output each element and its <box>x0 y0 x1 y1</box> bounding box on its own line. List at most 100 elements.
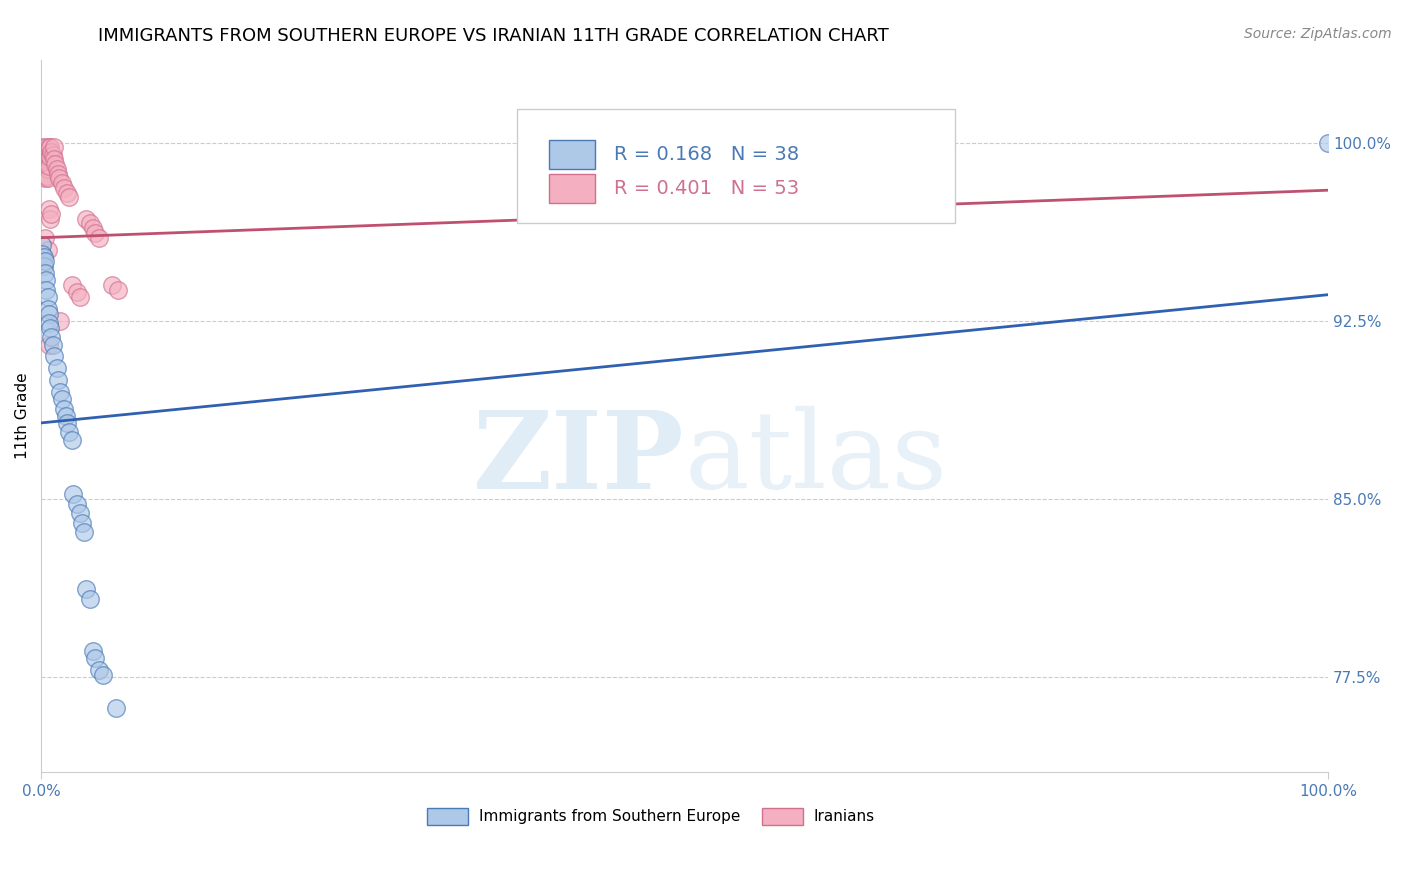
Point <box>45 361 67 376</box>
Bar <box>550 174 595 202</box>
Point <box>82 644 104 658</box>
Point <box>32 160 55 174</box>
Point <box>37 143 59 157</box>
Point <box>34 230 56 244</box>
Point <box>34 254 56 268</box>
Point <box>34 171 56 186</box>
Point <box>66 497 89 511</box>
Point <box>55 409 77 423</box>
Point <box>35 169 58 183</box>
Point <box>31 154 53 169</box>
Point <box>42 140 65 154</box>
Text: Source: ZipAtlas.com: Source: ZipAtlas.com <box>1244 27 1392 41</box>
Point <box>75 582 97 596</box>
Point <box>41 207 63 221</box>
Point <box>37 290 59 304</box>
Point <box>48 171 70 186</box>
Point <box>72 516 94 530</box>
Point <box>38 140 60 154</box>
Point <box>34 164 56 178</box>
Point <box>51 392 73 406</box>
FancyBboxPatch shape <box>517 110 955 223</box>
Point <box>39 211 62 226</box>
Point <box>53 181 76 195</box>
Point <box>37 243 59 257</box>
Point <box>107 283 129 297</box>
Point <box>34 150 56 164</box>
Point <box>35 283 58 297</box>
Point <box>41 337 63 351</box>
Point <box>35 160 58 174</box>
Point <box>84 226 107 240</box>
Bar <box>762 807 803 825</box>
Point <box>69 290 91 304</box>
Point <box>56 186 79 200</box>
Text: R = 0.168   N = 38: R = 0.168 N = 38 <box>614 145 799 164</box>
Point <box>75 211 97 226</box>
Point <box>46 373 69 387</box>
Point <box>31 147 53 161</box>
Point <box>32 250 55 264</box>
Point <box>37 153 59 167</box>
Point <box>32 259 55 273</box>
Text: R = 0.401   N = 53: R = 0.401 N = 53 <box>614 179 799 198</box>
Point <box>49 385 72 400</box>
Point <box>69 506 91 520</box>
Point <box>31 237 53 252</box>
Point <box>53 401 76 416</box>
Y-axis label: 11th Grade: 11th Grade <box>15 373 30 459</box>
Point <box>45 161 67 176</box>
Point <box>41 147 63 161</box>
Point <box>32 145 55 160</box>
Point <box>32 167 55 181</box>
Point <box>84 651 107 665</box>
Point <box>35 273 58 287</box>
Point <box>58 190 80 204</box>
Text: ZIP: ZIP <box>474 406 685 511</box>
Point <box>34 266 56 280</box>
Point <box>37 171 59 186</box>
Point <box>34 157 56 171</box>
Point <box>72 525 94 540</box>
Point <box>39 140 62 154</box>
Point <box>79 591 101 606</box>
Point <box>31 140 53 154</box>
Point <box>35 140 58 154</box>
Point <box>42 350 65 364</box>
Point <box>56 416 79 430</box>
Point <box>37 161 59 176</box>
Point <box>38 150 60 164</box>
Point <box>37 301 59 316</box>
Text: atlas: atlas <box>685 406 948 511</box>
Text: IMMIGRANTS FROM SOUTHERN EUROPE VS IRANIAN 11TH GRADE CORRELATION CHART: IMMIGRANTS FROM SOUTHERN EUROPE VS IRANI… <box>98 27 889 45</box>
Point <box>41 145 63 160</box>
Point <box>62 487 84 501</box>
Bar <box>427 807 468 825</box>
Point <box>39 321 62 335</box>
Point <box>51 176 73 190</box>
Bar <box>550 140 595 169</box>
Point <box>60 278 83 293</box>
Point <box>38 160 60 174</box>
Point <box>49 314 72 328</box>
Point <box>31 247 53 261</box>
Point <box>38 202 60 217</box>
Point <box>58 425 80 440</box>
Point <box>1317 136 1340 150</box>
Point <box>38 307 60 321</box>
Point <box>87 230 110 244</box>
Point <box>35 150 58 164</box>
Point <box>79 216 101 230</box>
Point <box>60 433 83 447</box>
Point <box>38 337 60 351</box>
Point <box>87 663 110 677</box>
Point <box>41 330 63 344</box>
Point <box>44 157 66 171</box>
Point <box>101 278 124 293</box>
Point <box>104 701 127 715</box>
Point <box>32 153 55 167</box>
Point <box>39 150 62 164</box>
Text: Iranians: Iranians <box>813 809 875 824</box>
Point <box>91 667 114 681</box>
Point <box>38 316 60 330</box>
